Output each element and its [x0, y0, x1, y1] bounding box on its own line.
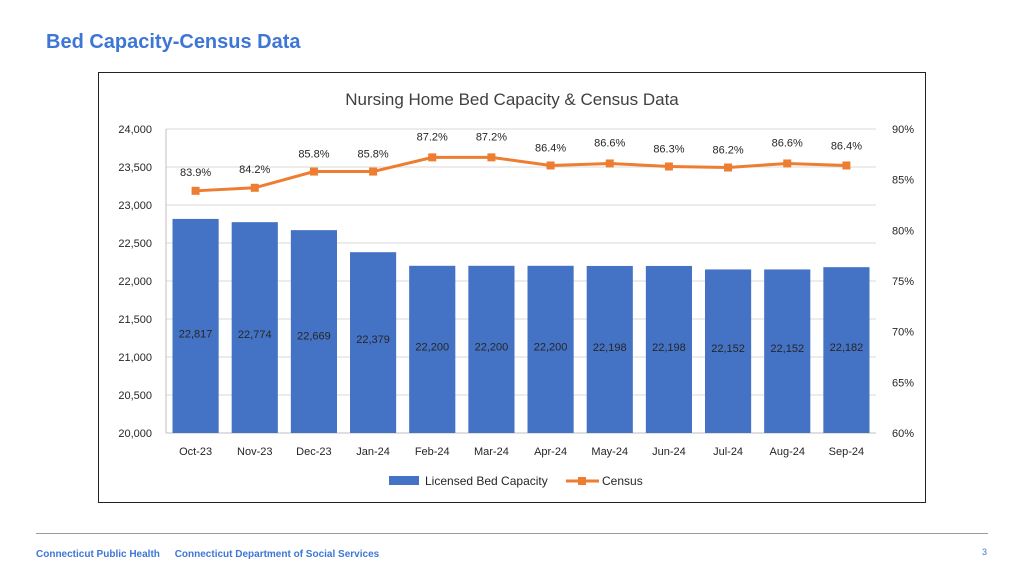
legend-label-bars: Licensed Bed Capacity	[425, 474, 548, 488]
left-tick-label: 24,000	[118, 124, 152, 136]
bar	[290, 230, 337, 433]
census-marker	[605, 159, 614, 168]
x-tick-label: Jul-24	[713, 446, 743, 458]
bar	[231, 222, 278, 433]
x-tick-label: Sep-24	[829, 446, 864, 458]
gridlines	[166, 128, 876, 434]
footer-org-public-health: Connecticut Public Health	[36, 549, 160, 560]
census-data-label: 86.4%	[831, 140, 862, 152]
right-tick-label: 80%	[892, 225, 914, 237]
census-data-labels: 83.9% 84.2% 85.8% 85.8% 87.2% 87.2% 86.4% 86.6%…	[180, 131, 862, 178]
census-data-label: 86.4%	[535, 142, 566, 154]
page-number: 3	[982, 547, 988, 557]
census-data-label: 86.2%	[712, 145, 743, 157]
census-marker	[664, 162, 673, 171]
left-tick-label: 22,000	[118, 276, 152, 288]
right-tick-label: 60%	[892, 428, 914, 440]
bar	[350, 252, 397, 433]
x-tick-label: Feb-24	[415, 446, 450, 458]
bar	[764, 269, 811, 433]
census-data-label: 86.6%	[772, 137, 803, 149]
bar-data-label: 22,198	[652, 342, 686, 354]
census-marker	[428, 153, 437, 162]
bar-data-label: 22,152	[711, 343, 745, 355]
footer-org-dss: Connecticut Department of Social Service…	[174, 549, 380, 560]
x-axis-labels: Oct-23 Nov-23 Dec-23 Jan-24 Feb-24 Mar-24 Apr-…	[179, 446, 864, 458]
census-marker	[783, 159, 792, 168]
census-data-label: 85.8%	[357, 149, 388, 161]
census-data-label: 87.2%	[476, 131, 507, 143]
bar	[527, 265, 574, 433]
census-marker	[724, 163, 733, 172]
x-tick-label: Nov-23	[237, 446, 272, 458]
x-tick-label: Mar-24	[474, 446, 509, 458]
bar	[645, 265, 692, 433]
left-tick-label: 22,500	[118, 238, 152, 250]
census-data-label: 83.9%	[180, 167, 211, 179]
bar-data-label: 22,669	[297, 331, 331, 343]
right-tick-label: 65%	[892, 377, 914, 389]
bar-data-label: 22,200	[415, 342, 449, 354]
bar-series	[172, 218, 870, 433]
left-axis: 20,000 20,500 21,000 21,500 22,000 22,500 23,0…	[118, 124, 876, 440]
legend-label-line: Census	[602, 474, 643, 488]
right-tick-label: 85%	[892, 175, 914, 187]
x-tick-label: Dec-23	[296, 446, 331, 458]
census-marker	[546, 161, 555, 170]
bar	[586, 265, 633, 433]
right-tick-label: 70%	[892, 327, 914, 339]
bar	[172, 218, 219, 433]
right-tick-label: 75%	[892, 276, 914, 288]
bar-data-label: 22,200	[534, 342, 568, 354]
slide-title: Bed Capacity-Census Data	[46, 31, 301, 53]
right-axis: 60% 65% 70% 75% 80% 85% 90%	[892, 124, 914, 440]
right-tick-label: 90%	[892, 124, 914, 136]
bar-data-label: 22,182	[830, 342, 864, 354]
bar	[705, 269, 752, 433]
bar	[468, 265, 515, 433]
left-tick-label: 20,000	[118, 428, 152, 440]
legend: Licensed Bed Capacity Census	[389, 474, 643, 488]
census-data-label: 86.3%	[653, 143, 684, 155]
bar-data-labels: 22,817 22,774 22,669 22,379 22,200 22,200 22,2…	[179, 329, 863, 355]
bar	[409, 265, 456, 433]
bar-data-label: 22,817	[179, 329, 213, 341]
x-tick-label: May-24	[591, 446, 628, 458]
census-marker	[309, 167, 318, 176]
x-tick-label: Jan-24	[356, 446, 390, 458]
census-marker	[369, 167, 378, 176]
left-tick-label: 23,000	[118, 200, 152, 212]
x-tick-label: Jun-24	[652, 446, 686, 458]
x-tick-label: Oct-23	[179, 446, 212, 458]
chart-frame: Nursing Home Bed Capacity & Census Data …	[98, 72, 926, 503]
chart-title: Nursing Home Bed Capacity & Census Data	[345, 90, 679, 109]
census-line	[195, 155, 847, 193]
left-tick-label: 21,000	[118, 352, 152, 364]
x-tick-label: Apr-24	[534, 446, 567, 458]
census-line-series	[191, 153, 851, 195]
census-marker	[842, 161, 851, 170]
footer-orgs: Connecticut Public Health Connecticut De…	[36, 549, 379, 560]
census-data-label: 84.2%	[239, 164, 270, 176]
census-data-label: 86.6%	[594, 137, 625, 149]
bar-data-label: 22,379	[356, 334, 390, 346]
legend-swatch-marker	[578, 477, 586, 485]
bar-data-label: 22,198	[593, 342, 627, 354]
left-tick-label: 21,500	[118, 314, 152, 326]
bar-data-label: 22,200	[475, 342, 509, 354]
bar	[823, 267, 870, 433]
legend-swatch-bars	[389, 476, 419, 485]
bar-data-label: 22,152	[770, 343, 804, 355]
footer-divider	[36, 533, 988, 534]
census-data-label: 85.8%	[298, 149, 329, 161]
left-tick-label: 20,500	[118, 390, 152, 402]
census-data-label: 87.2%	[417, 131, 448, 143]
x-tick-label: Aug-24	[770, 446, 805, 458]
bed-census-chart: Nursing Home Bed Capacity & Census Data …	[118, 90, 914, 488]
left-tick-label: 23,500	[118, 162, 152, 174]
census-marker	[250, 183, 259, 192]
bar-data-label: 22,774	[238, 329, 272, 341]
census-marker	[191, 186, 200, 195]
census-marker	[487, 153, 496, 162]
